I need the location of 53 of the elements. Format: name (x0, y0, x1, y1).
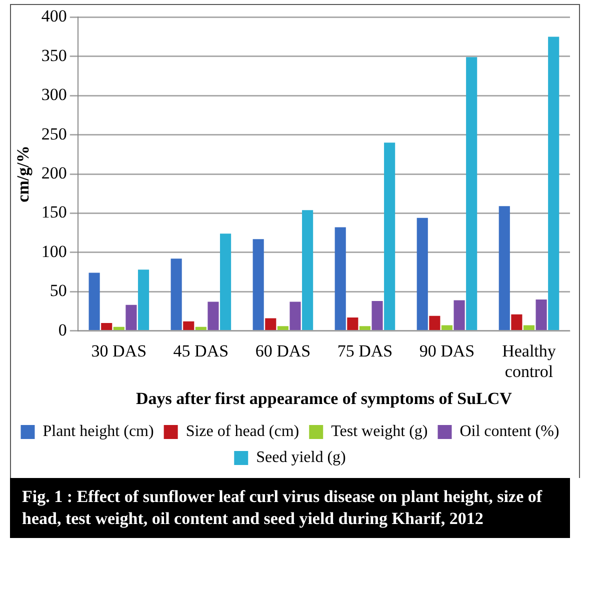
y-tick-label: 0 (58, 320, 67, 340)
x-tick-label: 45 DAS (173, 341, 229, 360)
bar (208, 302, 219, 330)
legend-label: Plant height (cm) (42, 423, 154, 440)
bar (138, 270, 150, 330)
y-tick-label: 400 (41, 6, 67, 26)
y-tick-label: 100 (41, 242, 67, 261)
y-axis-title: cm/g/% (14, 146, 33, 202)
y-tick-label: 200 (41, 163, 67, 182)
bar (252, 239, 264, 330)
bar (265, 318, 276, 330)
x-tick-label: 30 DAS (91, 341, 147, 360)
bar (429, 316, 440, 330)
bar (511, 314, 522, 330)
legend-label: Oil content (%) (460, 423, 560, 440)
bar (347, 317, 358, 330)
bar (536, 299, 547, 330)
bar (548, 36, 560, 330)
y-tick-label: 300 (41, 85, 67, 104)
bar (113, 326, 124, 330)
legend-label: Test weight (g) (331, 423, 428, 440)
bar (88, 272, 100, 330)
bar (170, 258, 182, 330)
bar (101, 322, 112, 330)
bar (195, 326, 206, 330)
bar (277, 326, 288, 330)
bar (384, 142, 396, 330)
bar (466, 57, 478, 330)
bar (454, 300, 465, 330)
bar (523, 325, 535, 330)
bar (498, 206, 510, 330)
x-tick-label: Healthy control (502, 341, 556, 381)
bar (220, 234, 232, 330)
bar (183, 321, 194, 330)
x-tick-label: 90 DAS (419, 341, 475, 360)
bar (290, 302, 301, 330)
y-tick-label: 150 (41, 202, 67, 222)
bar (372, 301, 383, 330)
bar (416, 218, 428, 330)
legend-label: Size of head (cm) (186, 423, 300, 440)
bar (359, 326, 370, 330)
bar (334, 227, 346, 330)
y-tick-label: 50 (50, 281, 67, 300)
y-tick-label: 350 (41, 46, 67, 65)
x-tick-label: 75 DAS (337, 341, 393, 360)
x-tick-label: 60 DAS (255, 341, 311, 360)
y-tick-label: 250 (41, 124, 67, 144)
bar (302, 210, 314, 330)
legend-label: Seed yield (g) (256, 449, 346, 466)
caption: Fig. 1 : Effect of sunflower leaf curl virus disease on plant height, size of head, test weight, oil content and seed yield during Kharif, 2012 (10, 478, 570, 538)
bar (441, 325, 453, 330)
bar (126, 304, 137, 330)
x-axis-title: Days after first appearamce of symptoms of SuLCV (136, 389, 513, 408)
